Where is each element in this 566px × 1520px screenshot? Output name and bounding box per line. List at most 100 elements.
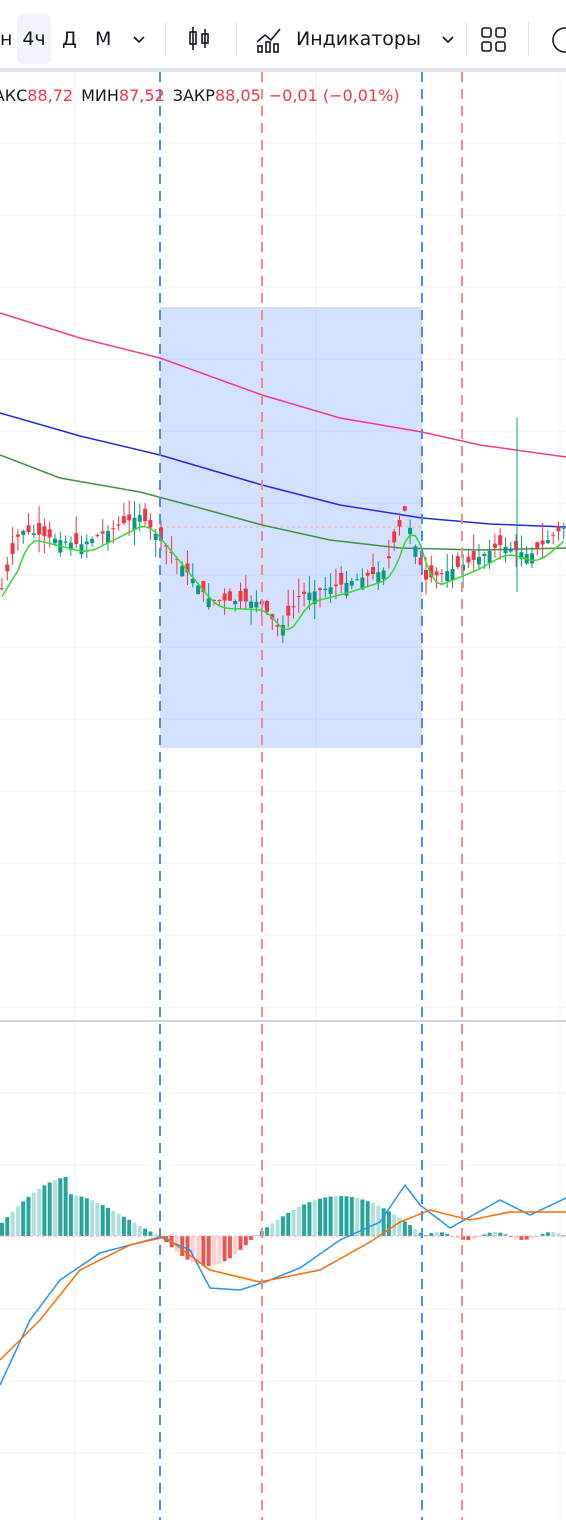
candle-body: [498, 535, 503, 546]
histogram-bar: [58, 1178, 63, 1236]
histogram-bar: [355, 1197, 360, 1236]
candle-body: [249, 601, 254, 608]
histogram-bar: [111, 1210, 116, 1236]
candle-body: [254, 601, 259, 608]
ohlc-legend: МАКС88,72 МИН87,52 ЗАКР88,05 −0,01 (−0,01%): [0, 86, 408, 105]
histogram-bar: [365, 1201, 370, 1236]
candle-body: [31, 533, 36, 536]
chevron-icon[interactable]: [439, 30, 457, 48]
candle-body: [243, 588, 248, 602]
candle-body: [450, 569, 455, 581]
histogram-bar: [561, 1235, 566, 1237]
interval-button[interactable]: н: [0, 28, 13, 50]
histogram-bar: [63, 1176, 68, 1236]
histogram-bar: [217, 1236, 222, 1264]
candle-body: [339, 572, 344, 585]
interval-button[interactable]: 4ч: [17, 14, 51, 64]
histogram-bar: [100, 1205, 105, 1236]
histogram-bar: [84, 1198, 89, 1236]
candle-body: [561, 526, 566, 529]
candle-body: [355, 579, 360, 581]
histogram-bar: [530, 1236, 534, 1239]
histogram-bar: [344, 1196, 349, 1236]
candle-body: [132, 517, 137, 530]
candle-body: [286, 605, 291, 616]
histogram-bar: [339, 1196, 344, 1236]
histogram-bar: [137, 1225, 142, 1236]
candle-body: [418, 557, 423, 565]
low-label: МИН: [81, 86, 119, 105]
candle-body: [116, 524, 121, 526]
high-label: МАКС: [0, 86, 28, 105]
candle-body: [206, 598, 211, 608]
candle-body: [413, 546, 418, 557]
histogram-bar: [286, 1212, 291, 1236]
histogram-bar: [42, 1185, 47, 1236]
histogram-bar: [132, 1222, 137, 1236]
candle-body: [222, 593, 227, 601]
histogram-bar: [243, 1236, 248, 1245]
histogram-bar: [143, 1228, 148, 1236]
candle-type-icon[interactable]: [186, 24, 214, 54]
histogram-bar: [296, 1207, 301, 1236]
candle-body: [307, 592, 312, 601]
indicators-button[interactable]: Индикаторы: [296, 28, 421, 50]
histogram-bar: [503, 1234, 508, 1236]
histogram-bar: [148, 1231, 153, 1236]
candle-body: [424, 569, 428, 580]
histogram-bar: [402, 1221, 407, 1236]
interval-button[interactable]: Д: [62, 28, 77, 50]
candle-body: [180, 566, 185, 577]
histogram-bar: [121, 1216, 126, 1236]
candle-body: [233, 601, 238, 605]
candle-body: [402, 506, 407, 511]
histogram-bar: [408, 1225, 413, 1236]
histogram-bar: [556, 1233, 561, 1236]
candle-body: [37, 523, 42, 535]
histogram-bar: [21, 1201, 26, 1236]
indicators-icon[interactable]: [255, 24, 287, 54]
histogram-bar: [498, 1232, 503, 1236]
histogram-bar: [434, 1232, 439, 1236]
candle-body: [344, 582, 349, 596]
histogram-bar: [461, 1236, 466, 1240]
candle-body: [535, 542, 540, 549]
histogram-bar: [31, 1192, 36, 1236]
candle-body: [68, 542, 73, 550]
histogram-bar: [535, 1235, 540, 1237]
ma-line: [0, 454, 566, 551]
candle-body: [95, 535, 100, 537]
candle-body: [111, 528, 116, 530]
close-label: ЗАКР: [172, 86, 215, 105]
histogram-bar: [53, 1180, 57, 1236]
clock-icon[interactable]: [545, 25, 566, 55]
candle-body: [545, 540, 550, 544]
candle-body: [42, 526, 47, 537]
candle-body: [386, 556, 391, 559]
ma-line: [0, 312, 566, 458]
histogram-bar: [477, 1236, 481, 1237]
interval-button[interactable]: М: [95, 28, 112, 50]
candle-body: [84, 541, 89, 545]
candle-body: [482, 553, 487, 557]
candle-body: [47, 529, 52, 538]
candle-body: [508, 548, 513, 552]
histogram-bar: [418, 1232, 423, 1236]
candle-body: [21, 530, 26, 535]
candle-body: [238, 591, 243, 602]
candle-body: [79, 544, 84, 555]
chevron-icon[interactable]: [130, 30, 148, 48]
candle-body: [100, 531, 105, 534]
candle-body: [392, 531, 397, 543]
histogram-bar: [222, 1236, 227, 1262]
candle-body: [0, 588, 4, 590]
candle-body: [265, 600, 269, 612]
candle-body: [371, 567, 375, 574]
candle-body: [530, 553, 534, 564]
candle-body: [519, 552, 524, 559]
layout-icon[interactable]: [480, 26, 508, 54]
histogram-bar: [265, 1227, 269, 1236]
candle-body: [328, 587, 333, 594]
